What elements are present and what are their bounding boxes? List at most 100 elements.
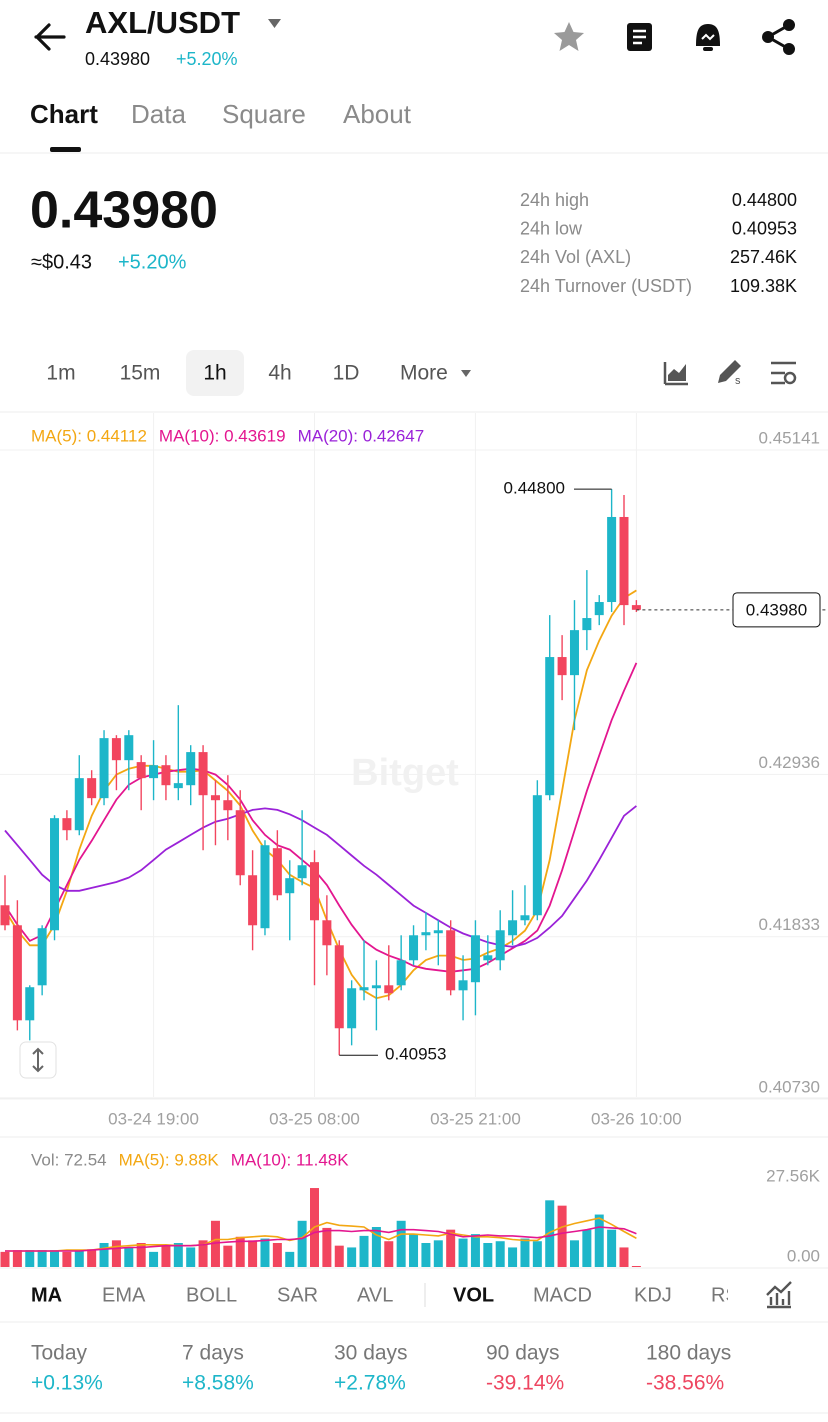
volume-bar: [384, 1241, 394, 1267]
share-icon[interactable]: [762, 19, 795, 55]
volume-bar: [470, 1234, 480, 1267]
scale-toggle[interactable]: [19, 1041, 57, 1079]
volume-bar: [173, 1242, 183, 1267]
candle-body: [582, 618, 592, 631]
interval[interactable]: 1h: [203, 362, 226, 385]
indicator-tab[interactable]: VOL: [453, 1284, 494, 1306]
legend-entry: MA(10): 0.43619: [159, 426, 286, 445]
volume-bar: [582, 1229, 592, 1267]
volume-bar: [594, 1214, 604, 1267]
candle-body: [384, 985, 394, 994]
candle-body: [569, 630, 579, 676]
indicator-tab[interactable]: EMA: [102, 1284, 146, 1306]
candle-body: [520, 915, 530, 921]
high-label: 0.44800: [504, 479, 565, 498]
candle-body: [322, 920, 332, 946]
y-tick-label: 0.45141: [759, 428, 820, 447]
candle-body: [149, 765, 159, 779]
tab-indicator: [50, 147, 81, 152]
last-price: 0.43980: [30, 182, 218, 240]
volume-bar: [322, 1227, 332, 1267]
tab[interactable]: About: [343, 99, 412, 129]
indicator-tab[interactable]: MACD: [533, 1284, 592, 1306]
interval[interactable]: 15m: [120, 362, 161, 385]
indicator-tab[interactable]: BOLL: [186, 1284, 237, 1306]
interval-more[interactable]: More: [400, 362, 448, 385]
draw-icon[interactable]: s: [718, 360, 741, 387]
stat-label: 24h Turnover (USDT): [520, 276, 692, 296]
stat-value: 0.44800: [732, 190, 797, 210]
candle-body: [458, 980, 468, 991]
volume-ma-line: [5, 1217, 637, 1252]
volume-bar: [74, 1250, 84, 1267]
volume-bar: [12, 1250, 22, 1267]
more-dropdown[interactable]: [461, 370, 471, 377]
candle-body: [631, 605, 641, 610]
candle-body: [508, 920, 518, 936]
volume-bar: [458, 1238, 468, 1267]
candle-body: [359, 987, 369, 991]
candle-body: [210, 795, 220, 801]
back-button[interactable]: [34, 23, 66, 51]
notes-icon[interactable]: [627, 23, 652, 51]
candle-body: [446, 930, 456, 991]
indicator-tab[interactable]: KDJ: [634, 1284, 672, 1306]
indicator-tab[interactable]: RSI: [711, 1284, 744, 1306]
candle-body: [235, 810, 245, 876]
volume-bar: [87, 1249, 97, 1267]
indicator-tab[interactable]: SAR: [277, 1284, 318, 1306]
chart-type-icon[interactable]: [663, 362, 688, 386]
indicator-tab[interactable]: AVL: [357, 1284, 393, 1306]
volume-bar: [631, 1266, 641, 1267]
volume-bar: [37, 1250, 47, 1267]
candle-body: [433, 930, 443, 934]
volume-bar: [297, 1220, 307, 1267]
alert-icon[interactable]: [696, 24, 720, 51]
interval[interactable]: 1D: [333, 362, 360, 385]
period-label: 7 days: [182, 1342, 244, 1365]
stat-value: 109.38K: [730, 276, 797, 296]
volume-bar: [260, 1238, 270, 1267]
volume-bar: [520, 1238, 530, 1267]
indicator-tab[interactable]: MA: [31, 1284, 62, 1306]
pair-dropdown[interactable]: [268, 19, 281, 28]
volume-bar: [248, 1240, 258, 1267]
price-change: +5.20%: [118, 251, 187, 273]
interval-selected-bg: [186, 350, 244, 396]
volume-bar: [149, 1251, 159, 1267]
x-tick-label: 03-25 21:00: [430, 1109, 521, 1128]
candle-body: [532, 795, 542, 916]
tab[interactable]: Chart: [30, 99, 98, 129]
volume-bar: [409, 1234, 419, 1267]
tab[interactable]: Data: [131, 99, 186, 129]
volume-bar: [272, 1242, 282, 1267]
volume-bar: [532, 1241, 542, 1267]
candle-body: [371, 985, 381, 989]
period-label: 30 days: [334, 1342, 408, 1365]
candle-body: [25, 987, 35, 1021]
interval[interactable]: 1m: [46, 362, 75, 385]
candle-body: [396, 960, 406, 986]
x-tick-label: 03-26 10:00: [591, 1109, 682, 1128]
volume-bar: [161, 1244, 171, 1267]
x-tick-label: 03-25 08:00: [269, 1109, 360, 1128]
volume-bar: [235, 1236, 245, 1267]
interval[interactable]: 4h: [268, 362, 291, 385]
candle-body: [62, 818, 72, 831]
candle-body: [594, 602, 604, 616]
favorite-icon[interactable]: [554, 22, 584, 51]
volume-bar: [198, 1240, 208, 1267]
candle-body: [248, 875, 258, 926]
candle-body: [223, 800, 233, 811]
legend-entry: MA(20): 0.42647: [298, 426, 425, 445]
header-price: 0.43980: [85, 49, 150, 69]
tab[interactable]: Square: [222, 99, 306, 129]
settings-icon[interactable]: [771, 361, 797, 385]
volume-bar: [371, 1227, 381, 1267]
pair-name[interactable]: AXL/USDT: [85, 5, 240, 40]
candle-body: [310, 862, 319, 921]
candle-body: [198, 752, 208, 796]
indicator-settings-icon[interactable]: [766, 1281, 792, 1309]
candle-body: [12, 925, 22, 1021]
